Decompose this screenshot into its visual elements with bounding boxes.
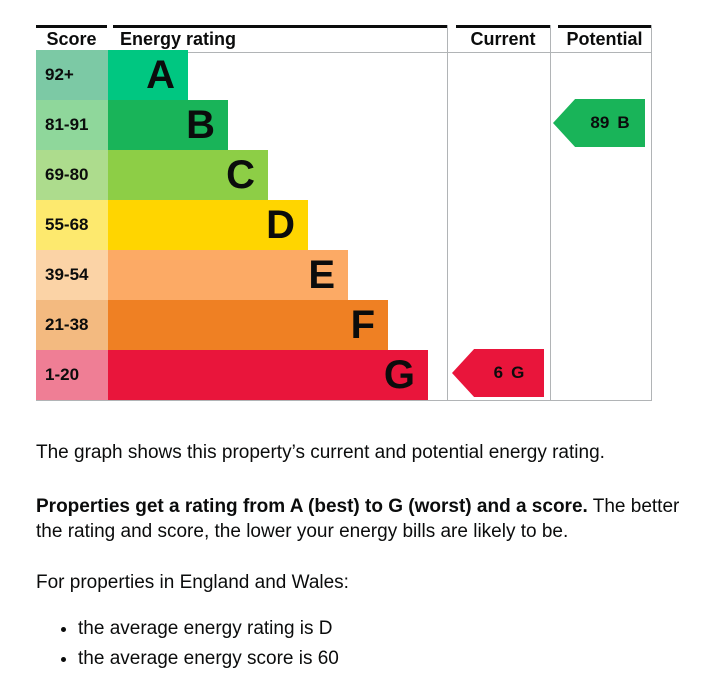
current-score-value: 6 — [493, 363, 504, 382]
band-letter: F — [350, 303, 375, 347]
potential-rating-arrow: 89 B — [553, 99, 645, 147]
band-row-a: 92+ A — [36, 50, 188, 100]
band-letter: E — [308, 253, 335, 297]
band-bar-f: F — [108, 300, 388, 350]
average-score-item: the average energy score is 60 — [78, 646, 686, 671]
band-letter: D — [266, 203, 295, 247]
band-row-f: 21-38 F — [36, 300, 388, 350]
epc-description: The graph shows this property’s current … — [36, 440, 686, 671]
score-range-label: 21-38 — [36, 300, 108, 350]
rating-explanation: Properties get a rating from A (best) to… — [36, 494, 686, 544]
band-row-g: 1-20 G — [36, 350, 428, 400]
epc-rating-chart: Score Energy rating Current Potential 92… — [36, 25, 652, 402]
rating-explanation-bold: Properties get a rating from A (best) to… — [36, 496, 588, 517]
band-row-b: 81-91 B — [36, 100, 228, 150]
header-top-border-score — [36, 25, 107, 28]
header-top-border-potential — [558, 25, 651, 28]
band-letter: B — [186, 103, 215, 147]
chart-bottom-line — [36, 400, 652, 401]
score-range-label: 69-80 — [36, 150, 108, 200]
region-averages-list: the average energy rating is D the avera… — [36, 616, 686, 671]
band-bar-a: A — [108, 50, 188, 100]
header-top-border-current — [456, 25, 550, 28]
chart-right-border-line — [651, 25, 652, 401]
column-header-potential: Potential — [566, 29, 643, 49]
rating-explanation-rest: The better the rating and score, the low… — [36, 496, 680, 542]
band-letter: G — [383, 353, 415, 397]
epc-page: Score Energy rating Current Potential 92… — [0, 0, 716, 671]
band-bar-e: E — [108, 250, 348, 300]
column-header-energy-rating: Energy rating — [120, 29, 237, 49]
header-top-border-rating — [113, 25, 447, 28]
band-row-d: 55-68 D — [36, 200, 308, 250]
chart-caption: The graph shows this property’s current … — [36, 442, 605, 463]
potential-band-letter: B — [617, 113, 630, 132]
band-bar-g: G — [108, 350, 428, 400]
band-row-e: 39-54 E — [36, 250, 348, 300]
column-header-score: Score — [46, 29, 97, 49]
score-range-label: 39-54 — [36, 250, 108, 300]
column-divider-line — [550, 25, 551, 401]
score-range-label: 1-20 — [36, 350, 108, 400]
column-header-current: Current — [470, 29, 536, 49]
band-row-c: 69-80 C — [36, 150, 268, 200]
band-bar-c: C — [108, 150, 268, 200]
score-range-label: 81-91 — [36, 100, 108, 150]
column-divider-line — [447, 25, 448, 401]
current-band-letter: G — [511, 363, 525, 382]
score-range-label: 55-68 — [36, 200, 108, 250]
region-intro: For properties in England and Wales: — [36, 572, 349, 593]
header-underline — [36, 52, 652, 53]
band-bar-d: D — [108, 200, 308, 250]
average-rating-item: the average energy rating is D — [78, 616, 686, 641]
band-letter: C — [226, 153, 255, 197]
band-bar-b: B — [108, 100, 228, 150]
potential-score-value: 89 — [590, 113, 610, 132]
band-letter: A — [146, 53, 175, 97]
score-range-label: 92+ — [36, 50, 108, 100]
